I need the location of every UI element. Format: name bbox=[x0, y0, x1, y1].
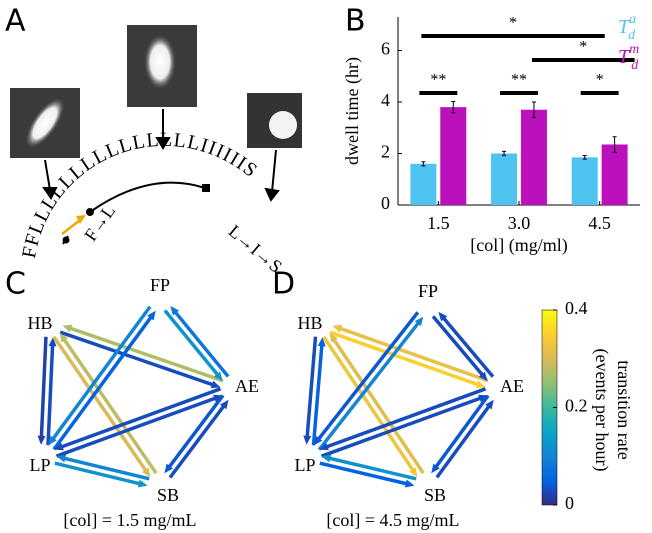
edge-arrowhead bbox=[332, 325, 342, 333]
y-tick-label: 2 bbox=[381, 142, 390, 162]
colorbar-tick-label: 0.2 bbox=[565, 396, 588, 416]
colorbar-tick-label: 0 bbox=[565, 493, 574, 513]
node-label: SB bbox=[424, 485, 446, 505]
figure: FFLLLLLLLLLLLLLLLIIIIIIS F→L L→I→S ABCD0… bbox=[0, 0, 652, 533]
panel-label: A bbox=[5, 4, 26, 39]
transition-edge bbox=[437, 405, 490, 478]
network-caption: [col] = 4.5 mg/mL bbox=[326, 510, 459, 530]
node-label: HB bbox=[297, 313, 322, 333]
colorbar-tick-label: 0.4 bbox=[565, 298, 588, 318]
node-label: HB bbox=[27, 313, 52, 333]
panel-label: B bbox=[345, 4, 366, 39]
edge-arrowhead bbox=[405, 480, 415, 488]
significance-label: ** bbox=[430, 72, 446, 89]
node-label: LP bbox=[29, 455, 50, 475]
edge-arrowhead bbox=[303, 435, 311, 444]
x-tick-label: 1.5 bbox=[427, 213, 450, 233]
legend-sub: d bbox=[628, 28, 636, 43]
bar bbox=[491, 153, 517, 205]
colorbar-label: (events per hour) bbox=[591, 349, 612, 472]
transition-edge bbox=[41, 337, 46, 439]
bar bbox=[410, 164, 436, 205]
y-tick-label: 6 bbox=[381, 39, 390, 59]
transition-edge bbox=[433, 316, 484, 376]
bar bbox=[602, 144, 628, 205]
y-tick-label: 0 bbox=[381, 193, 390, 213]
transition-label: F→L bbox=[80, 201, 119, 244]
y-axis-label: dwell time (hr) bbox=[342, 57, 363, 165]
significance-label: * bbox=[509, 15, 517, 32]
node-label: FP bbox=[418, 281, 438, 301]
edge-arrowhead bbox=[62, 325, 72, 333]
transition-edge bbox=[48, 343, 53, 445]
transition-edge bbox=[170, 404, 225, 477]
panel-label: D bbox=[272, 267, 295, 302]
node-label: AE bbox=[500, 376, 524, 396]
legend-sub: d bbox=[631, 58, 639, 73]
x-tick-label: 4.5 bbox=[588, 213, 611, 233]
edge-arrowhead bbox=[476, 381, 486, 389]
significance-label: ** bbox=[511, 72, 527, 89]
x-tick-label: 3.0 bbox=[508, 213, 531, 233]
legend-sup: m bbox=[629, 42, 639, 57]
node-label: AE bbox=[235, 376, 259, 396]
x-axis-label: [col] (mg/ml) bbox=[470, 235, 567, 256]
bar bbox=[572, 157, 598, 205]
node-label: LP bbox=[294, 455, 315, 475]
node-label: SB bbox=[157, 485, 179, 505]
bar bbox=[440, 107, 466, 205]
legend-sup: a bbox=[629, 12, 636, 27]
edge-arrowhead bbox=[37, 436, 45, 445]
node-label: FP bbox=[150, 275, 170, 295]
edge-arrowhead bbox=[138, 480, 148, 488]
edge-arrowhead bbox=[211, 381, 221, 389]
y-tick-label: 4 bbox=[381, 90, 390, 110]
transition-edge bbox=[165, 310, 219, 376]
significance-label: * bbox=[579, 39, 587, 56]
colorbar-label: transition rate bbox=[614, 360, 634, 459]
bar bbox=[521, 110, 547, 205]
network-caption: [col] = 1.5 mg/mL bbox=[63, 510, 196, 530]
significance-label: * bbox=[596, 72, 604, 89]
panel-label: C bbox=[5, 267, 26, 302]
